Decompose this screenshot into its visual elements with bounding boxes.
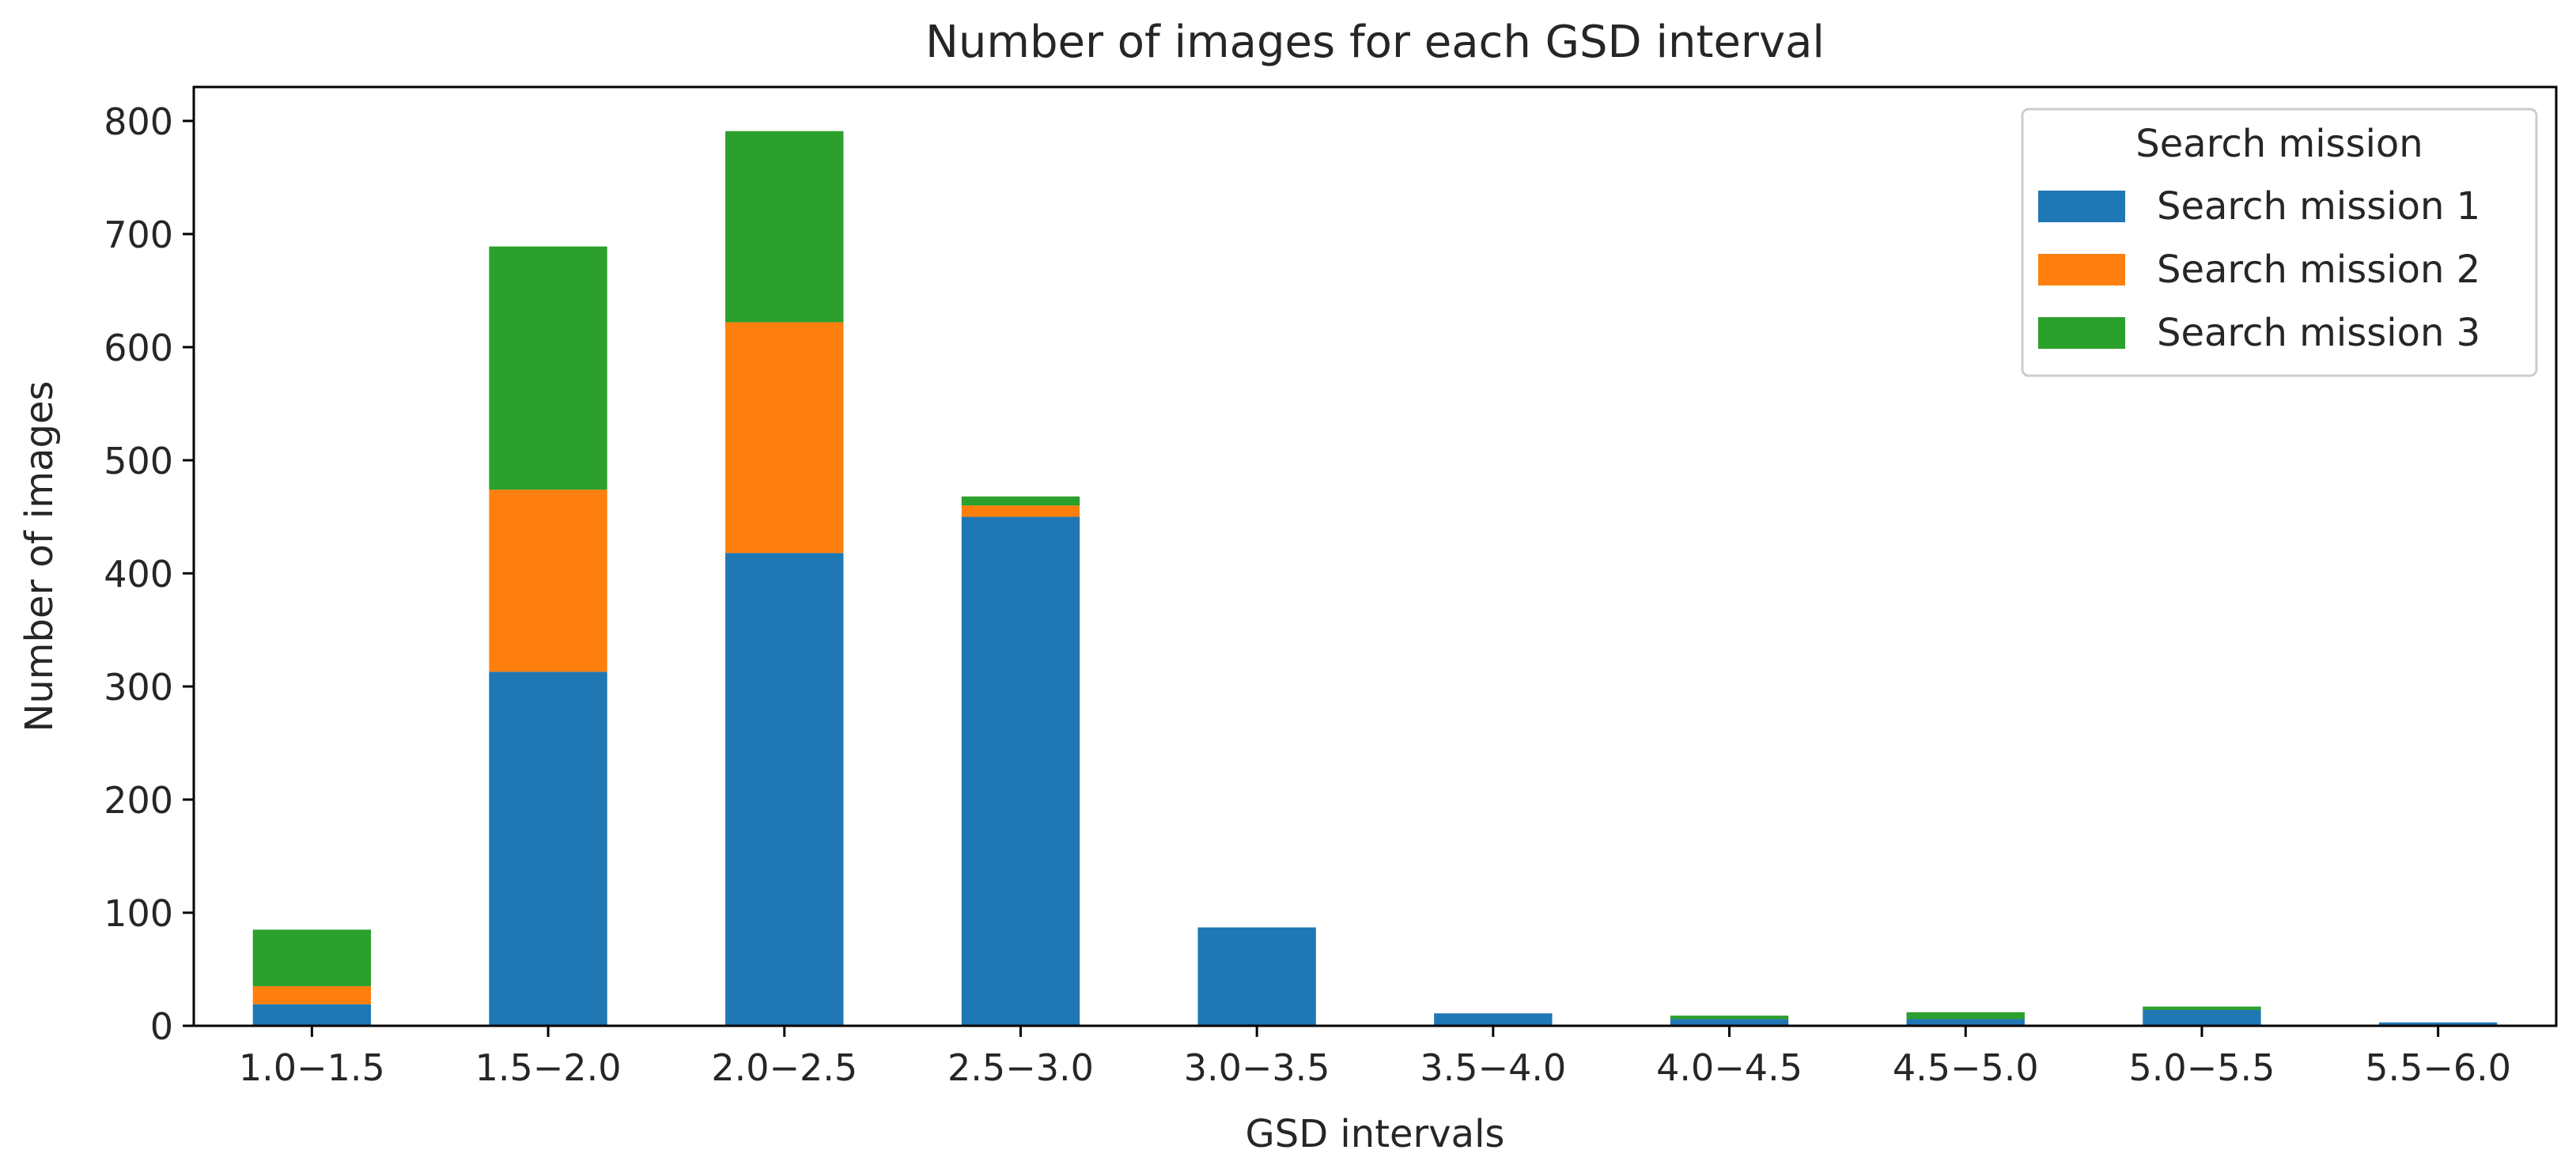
x-axis: 1.0−1.5 1.5−2.0 2.0−2.5 2.5−3.0 3.0−3.5 3.5−4… [239, 1026, 2511, 1089]
bar-segment-series2-cat1 [252, 985, 372, 1004]
bar-segment-series1-cat3 [725, 553, 844, 1026]
y-tick-label: 600 [104, 327, 173, 369]
x-tick-label: 4.5−5.0 [1893, 1046, 2039, 1089]
y-tick-label: 100 [104, 892, 173, 935]
bar-segment-series1-cat1 [252, 1004, 372, 1026]
x-tick-label: 3.5−4.0 [1420, 1046, 1566, 1089]
bar-segment-series3-cat7 [1670, 1016, 1789, 1019]
x-tick-label: 1.0−1.5 [239, 1046, 385, 1089]
y-tick-label: 0 [150, 1005, 173, 1048]
legend-swatch [2038, 254, 2125, 286]
bar-segment-series2-cat3 [725, 322, 844, 554]
bar-segment-series3-cat4 [961, 496, 1080, 506]
bar-segment-series1-cat6 [1434, 1013, 1553, 1026]
y-axis: 0 100 200 300 400 500 600 700 800 [104, 100, 194, 1048]
x-tick-label: 1.5−2.0 [475, 1046, 622, 1089]
legend-title: Search mission [2135, 122, 2423, 166]
bar-segment-series3-cat1 [252, 929, 372, 986]
x-tick-label: 2.0−2.5 [711, 1046, 857, 1089]
bar-segment-series3-cat8 [1906, 1012, 2025, 1019]
bars-layer [252, 130, 2498, 1026]
bar-segment-series1-cat10 [2378, 1022, 2498, 1026]
bar-segment-series1-cat2 [489, 671, 607, 1026]
x-tick-label: 2.5−3.0 [948, 1046, 1094, 1089]
plot-frame [192, 85, 2558, 1027]
y-tick-label: 400 [104, 553, 173, 596]
bar-segment-series2-cat2 [489, 490, 607, 672]
bar-segment-series3-cat2 [489, 246, 607, 490]
bar-segment-series1-cat8 [1906, 1019, 2025, 1026]
bar-segment-series2-cat4 [961, 505, 1080, 517]
y-tick-label: 700 [104, 214, 173, 256]
y-tick-label: 200 [104, 779, 173, 822]
bar-segment-series1-cat9 [2143, 1009, 2261, 1026]
x-axis-label: GSD intervals [1246, 1112, 1505, 1156]
legend-label: Search mission 1 [2157, 184, 2480, 229]
legend-swatch [2038, 317, 2125, 349]
bar-segment-series3-cat3 [725, 130, 844, 323]
legend-label: Search mission 3 [2157, 311, 2480, 355]
x-tick-label: 5.5−6.0 [2365, 1046, 2511, 1089]
x-tick-label: 4.0−4.5 [1656, 1046, 1802, 1089]
legend-swatch [2038, 191, 2125, 222]
bar-segment-series3-cat9 [2143, 1006, 2261, 1010]
y-axis-label: Number of images [17, 380, 62, 732]
y-tick-label: 500 [104, 440, 173, 482]
chart-title: Number of images for each GSD interval [925, 17, 1825, 68]
y-tick-label: 800 [104, 100, 173, 143]
y-tick-label: 300 [104, 666, 173, 709]
legend-label: Search mission 2 [2157, 248, 2480, 292]
legend-box [2021, 108, 2538, 377]
x-tick-label: 5.0−5.5 [2129, 1046, 2275, 1089]
legend-items: Search mission 1 Search mission 2 Search m… [2038, 184, 2480, 355]
x-tick-label: 3.0−3.5 [1184, 1046, 1330, 1089]
bar-segment-series1-cat7 [1670, 1019, 1789, 1026]
bar-segment-series1-cat5 [1197, 927, 1316, 1026]
bar-segment-series1-cat4 [961, 516, 1080, 1026]
